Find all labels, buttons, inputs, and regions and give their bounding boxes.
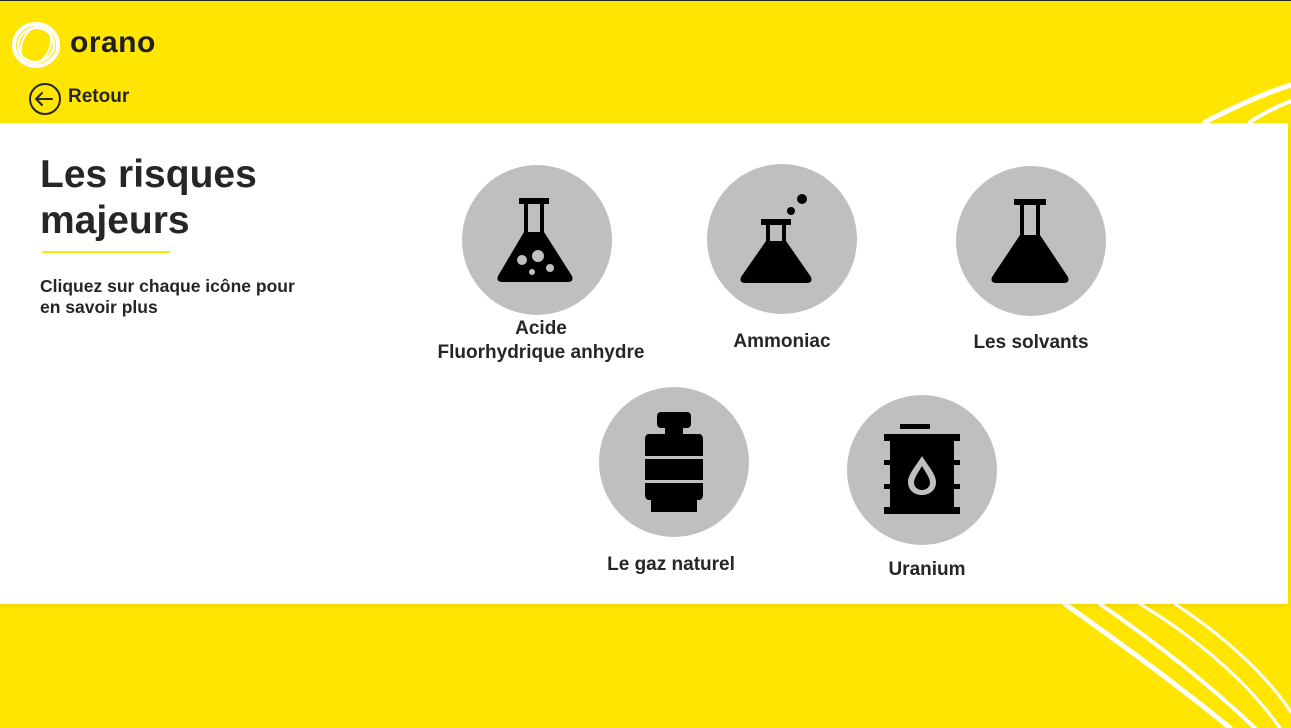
- flask-bubbles-icon: [497, 198, 573, 282]
- orano-logo-ring-icon: [12, 22, 60, 68]
- risk-icon-circle: [599, 387, 749, 537]
- risk-label: Acide Fluorhydrique anhydre: [437, 318, 645, 363]
- arrow-left-circle-icon: [29, 83, 61, 115]
- title-underline: [42, 251, 170, 253]
- orano-logo: orano: [8, 18, 156, 72]
- gas-cylinder-icon: [645, 412, 703, 512]
- risk-icon-circle: [462, 165, 612, 315]
- risk-label: Le gaz naturel: [607, 554, 735, 575]
- risk-icon-circle: [707, 164, 857, 314]
- window-top-border: [0, 0, 1291, 1]
- back-button[interactable]: Retour: [28, 82, 129, 116]
- risk-label: Ammoniac: [733, 331, 831, 352]
- orano-wordmark: orano: [70, 26, 156, 59]
- risk-label: Uranium: [888, 559, 966, 580]
- risk-icon-circle: [847, 395, 997, 545]
- risk-icon-circle: [956, 166, 1106, 316]
- flask-vapor-icon: [740, 194, 812, 283]
- back-button-label: Retour: [68, 86, 130, 107]
- page-title: Les risques majeurs: [40, 153, 257, 242]
- barrel-drop-icon: [884, 424, 960, 514]
- risk-label: Les solvants: [973, 332, 1089, 353]
- instruction-text: Cliquez sur chaque icône pour en savoir …: [40, 276, 295, 317]
- flask-icon: [991, 199, 1069, 283]
